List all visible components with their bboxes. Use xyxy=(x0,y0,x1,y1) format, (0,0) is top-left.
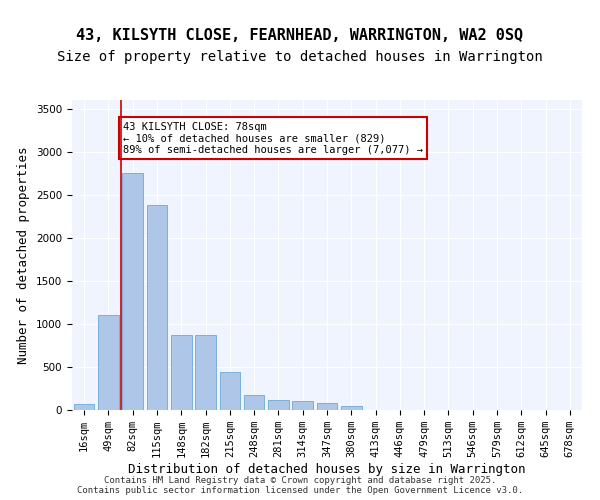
X-axis label: Distribution of detached houses by size in Warrington: Distribution of detached houses by size … xyxy=(128,463,526,476)
Bar xyxy=(171,335,191,410)
Bar xyxy=(268,400,289,410)
Text: Size of property relative to detached houses in Warrington: Size of property relative to detached ho… xyxy=(57,50,543,64)
Bar xyxy=(122,173,143,410)
Y-axis label: Number of detached properties: Number of detached properties xyxy=(17,146,31,364)
Bar xyxy=(317,403,337,410)
Bar xyxy=(74,404,94,410)
Bar xyxy=(292,402,313,410)
Bar xyxy=(244,395,265,410)
Text: 43, KILSYTH CLOSE, FEARNHEAD, WARRINGTON, WA2 0SQ: 43, KILSYTH CLOSE, FEARNHEAD, WARRINGTON… xyxy=(76,28,524,42)
Bar xyxy=(195,335,216,410)
Bar xyxy=(98,316,119,410)
Bar xyxy=(146,205,167,410)
Bar xyxy=(220,372,240,410)
Text: Contains HM Land Registry data © Crown copyright and database right 2025.
Contai: Contains HM Land Registry data © Crown c… xyxy=(77,476,523,495)
Text: 43 KILSYTH CLOSE: 78sqm
← 10% of detached houses are smaller (829)
89% of semi-d: 43 KILSYTH CLOSE: 78sqm ← 10% of detache… xyxy=(123,122,423,154)
Bar xyxy=(341,406,362,410)
